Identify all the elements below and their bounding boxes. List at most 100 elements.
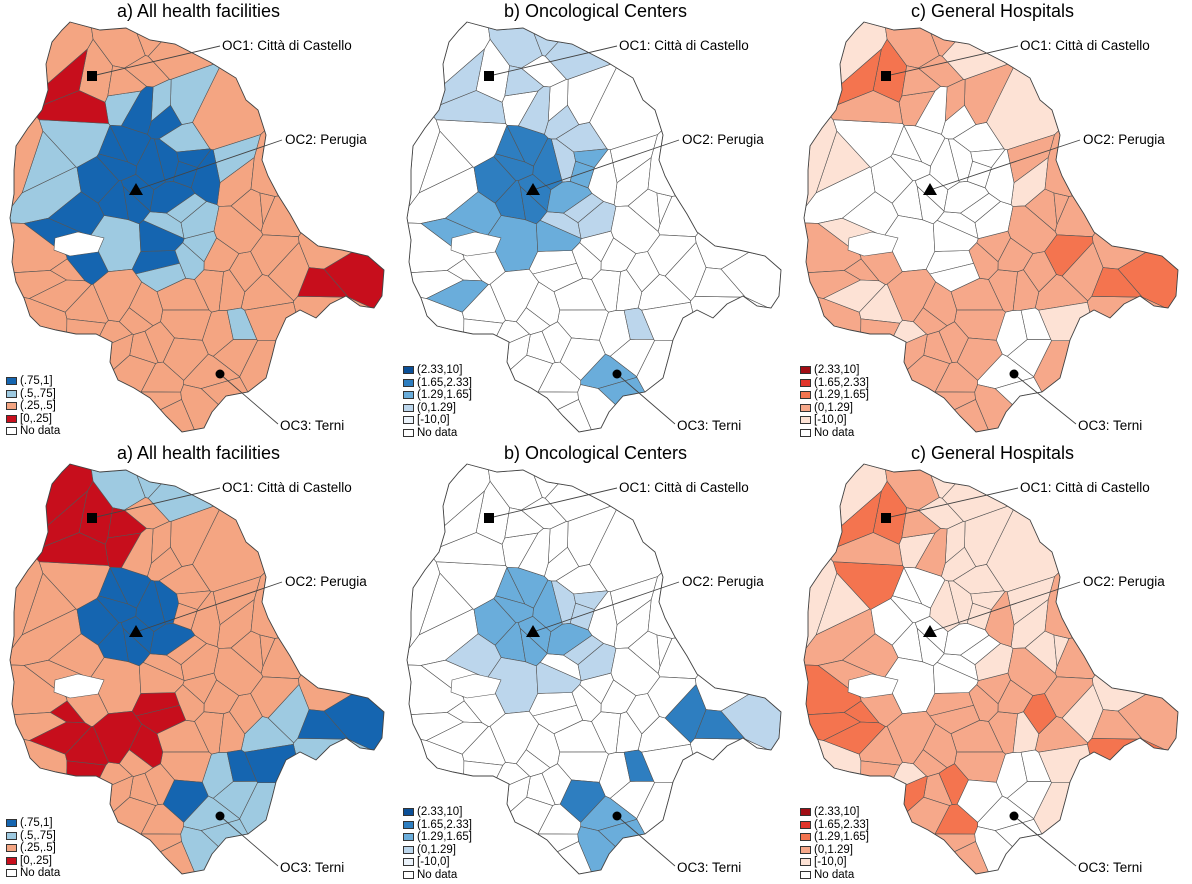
oc3-circle-marker — [612, 811, 622, 821]
legend-swatch — [800, 833, 811, 842]
oc1-label: OC1: Città di Castello — [1020, 480, 1150, 495]
legend-swatch — [800, 870, 811, 879]
lake-area — [450, 673, 502, 699]
legend-swatch — [6, 819, 17, 828]
legend: (2.33,10] (1.65,2.33] (1.29,1.65] (0,1.2… — [403, 806, 472, 881]
region-map — [803, 21, 1179, 433]
legend-item: (1.29,1.65] — [800, 831, 869, 844]
legend-item: (1.29,1.65] — [403, 831, 472, 844]
legend-item: (0,1.29] — [403, 402, 472, 415]
legend-swatch — [403, 378, 414, 387]
oc3-label: OC3: Terni — [280, 860, 345, 875]
municipalities — [407, 464, 781, 874]
municipality-area — [532, 262, 584, 293]
region-outline — [406, 463, 782, 875]
municipality-area — [968, 684, 999, 722]
municipality-area — [1020, 307, 1052, 340]
municipality-area — [966, 160, 992, 189]
oc2-leader-line — [532, 581, 680, 633]
municipality-area — [546, 622, 593, 656]
oc1-square-marker — [87, 71, 97, 81]
municipality-area — [956, 337, 1003, 381]
legend-item: No data — [6, 867, 60, 880]
legend-item: [-10,0] — [403, 856, 472, 869]
oc3-leader-line — [219, 373, 279, 425]
municipality-area — [1020, 749, 1052, 782]
legend-swatch — [403, 833, 414, 842]
municipality-area — [162, 337, 209, 381]
municipality-area — [647, 676, 697, 719]
municipality-area — [96, 595, 137, 623]
oc2-leader-line — [929, 581, 1081, 633]
oc2-triangle-marker — [129, 183, 143, 195]
municipalities — [804, 22, 1178, 432]
oc1-label: OC1: Città di Castello — [619, 480, 749, 495]
oc2-label: OC2: Perugia — [1083, 132, 1165, 147]
municipality-area — [250, 676, 300, 719]
municipalities — [407, 22, 781, 432]
municipality-area — [135, 704, 187, 735]
legend-item: No data — [403, 427, 472, 440]
oc3-leader-line — [219, 815, 279, 867]
oc2-triangle-marker — [129, 625, 143, 637]
oc1-label: OC1: Città di Castello — [619, 38, 749, 53]
oc3-label: OC3: Terni — [677, 860, 742, 875]
region-map — [9, 21, 385, 433]
legend-swatch — [403, 858, 414, 867]
oc2-leader-line — [929, 139, 1081, 191]
municipality-area — [571, 684, 602, 722]
legend-swatch — [6, 831, 17, 840]
municipality-area — [571, 242, 602, 280]
region-outline — [803, 463, 1179, 875]
legend-swatch — [6, 869, 17, 878]
legend-swatch — [403, 845, 414, 854]
municipality-area — [120, 86, 154, 135]
municipality-area — [226, 307, 258, 340]
legend-swatch — [800, 845, 811, 854]
oc3-leader-line — [1013, 373, 1077, 425]
region-outline — [803, 21, 1179, 433]
legend-item: No data — [403, 869, 472, 882]
map-panel-all-facilities-top: a) All health facilities (.75,1] (.5,.75… — [0, 0, 397, 442]
oc1-leader-line — [91, 487, 221, 519]
legend-swatch — [6, 844, 17, 853]
municipality-area — [174, 242, 205, 280]
municipality-area — [623, 749, 655, 782]
municipality-area — [517, 528, 551, 577]
legend: (2.33,10] (1.65,2.33] (1.29,1.65] (0,1.2… — [800, 364, 869, 439]
legend-item: No data — [800, 869, 869, 882]
oc2-leader-line — [532, 139, 680, 191]
municipality-area — [135, 262, 187, 293]
municipality-area — [172, 160, 198, 189]
oc3-label: OC3: Terni — [280, 418, 345, 433]
legend-item: [-10,0] — [403, 414, 472, 427]
oc3-label: OC3: Terni — [1078, 860, 1143, 875]
oc3-circle-marker — [1009, 811, 1019, 821]
oc1-leader-line — [488, 487, 618, 519]
oc1-leader-line — [885, 45, 1019, 77]
panel-title: c) General Hospitals — [910, 443, 1075, 463]
municipalities — [10, 22, 384, 432]
oc1-leader-line — [885, 487, 1019, 519]
oc3-circle-marker — [215, 369, 225, 379]
legend-item: (0,1.29] — [800, 402, 869, 415]
municipality-area — [943, 622, 990, 656]
municipality-area — [1044, 234, 1094, 277]
oc2-triangle-marker — [923, 183, 937, 195]
oc1-leader-line — [488, 45, 618, 77]
oc3-circle-marker — [215, 811, 225, 821]
map-panel-general-hospitals-bottom: c) General Hospitals (2.33,10] (1.65,2.3… — [794, 442, 1191, 884]
oc1-square-marker — [484, 513, 494, 523]
municipality-area — [914, 528, 948, 577]
legend-item: (.25,.5] — [6, 400, 60, 413]
lake-area — [847, 673, 899, 699]
legend-swatch — [800, 403, 811, 412]
legend-item: (0,1.29] — [800, 844, 869, 857]
lake-area — [53, 673, 105, 699]
municipality-area — [914, 86, 948, 135]
legend-item: (2.33,10] — [800, 806, 869, 819]
municipality-area — [250, 234, 300, 277]
municipality-area — [647, 234, 697, 277]
legend-item: (1.29,1.65] — [403, 389, 472, 402]
region-map — [406, 463, 782, 875]
